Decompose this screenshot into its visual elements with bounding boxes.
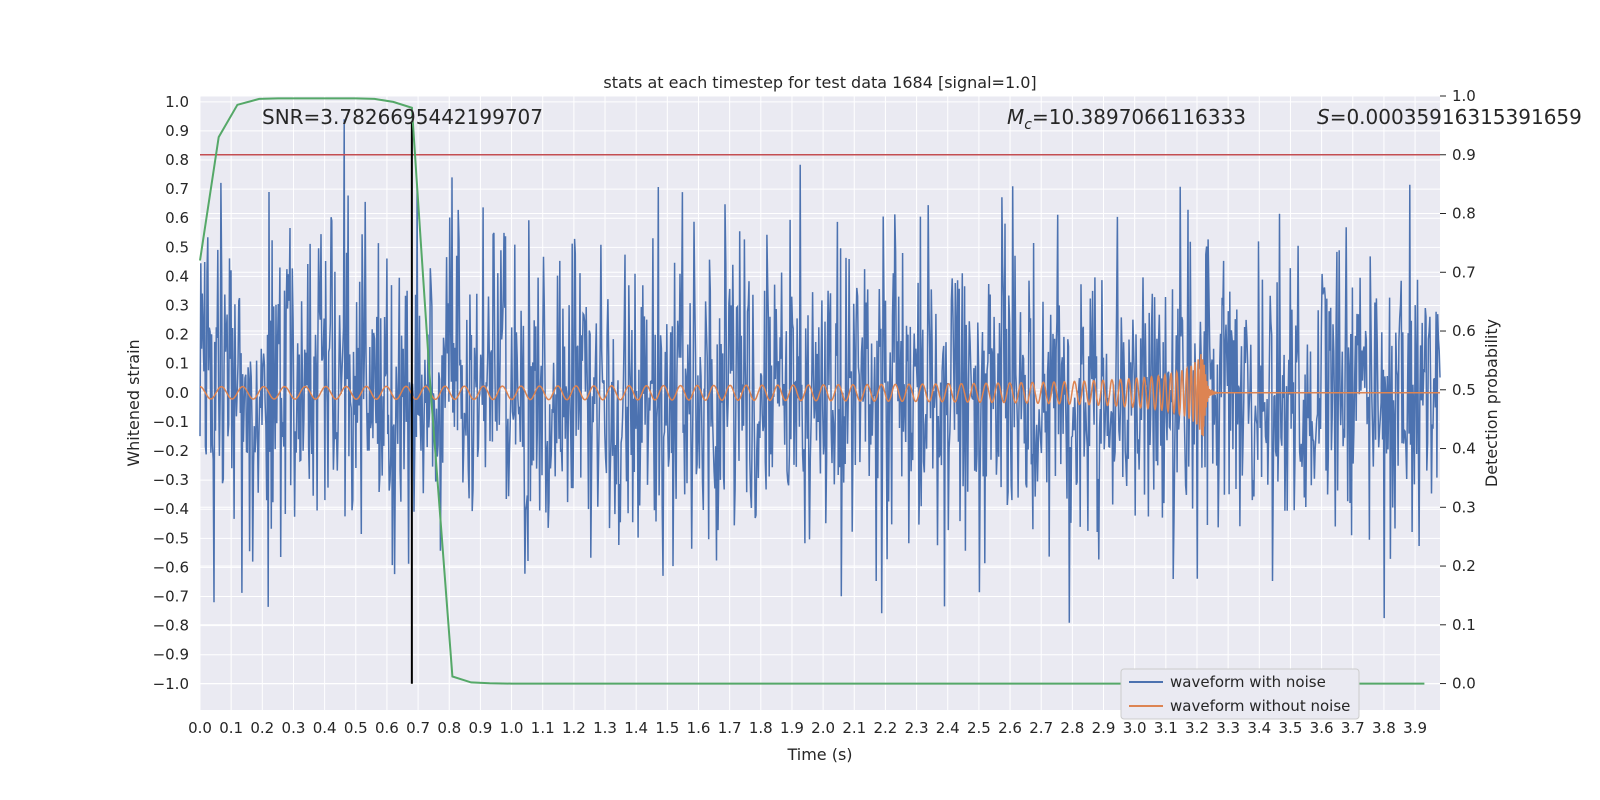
y-tick-label: 0.3 <box>165 297 189 315</box>
x-tick-label: 2.1 <box>842 719 866 737</box>
x-tick-label: 3.5 <box>1279 719 1303 737</box>
x-tick-label: 0.0 <box>188 719 212 737</box>
series-waveform-without-noise <box>200 354 1440 437</box>
legend-label-clean: waveform without noise <box>1170 697 1350 715</box>
chirp-mass-annotation: Mc=10.3897066116333 <box>1007 105 1246 133</box>
y-tick-label: 0.5 <box>165 238 189 256</box>
y2-tick-label: 0.5 <box>1452 381 1476 399</box>
x-tick-label: 2.5 <box>967 719 991 737</box>
y-tick-label: −0.8 <box>153 617 189 635</box>
chirp-mass-subscript: c <box>1024 117 1032 133</box>
x-tick-label: 2.8 <box>1060 719 1084 737</box>
x-tick-label: 3.1 <box>1154 719 1178 737</box>
x-tick-label: 3.3 <box>1216 719 1240 737</box>
x-tick-label: 1.4 <box>624 719 648 737</box>
x-tick-label: 0.4 <box>313 719 337 737</box>
y-tick-label: −0.6 <box>153 558 189 576</box>
s-value: =0.00035916315391659 <box>1330 105 1582 129</box>
y-tick-label: 0.8 <box>165 151 189 169</box>
y2-tick-label: 0.7 <box>1452 263 1476 281</box>
x-tick-label: 1.3 <box>593 719 617 737</box>
data-layer <box>199 97 1441 685</box>
x-tick-label: 0.7 <box>406 719 430 737</box>
x-tick-label: 1.5 <box>655 719 679 737</box>
y-tick-label: −0.7 <box>153 588 189 606</box>
x-tick-label: 2.6 <box>998 719 1022 737</box>
y-axis-label: Whitened strain <box>124 339 143 466</box>
x-tick-label: 3.8 <box>1372 719 1396 737</box>
x-tick-label: 2.3 <box>905 719 929 737</box>
y2-tick-label: 0.8 <box>1452 205 1476 223</box>
x-tick-label: 2.9 <box>1092 719 1116 737</box>
y2-tick-label: 1.0 <box>1452 87 1476 105</box>
series-waveform-with-noise <box>199 119 1441 623</box>
y-tick-label: 0.1 <box>165 355 189 373</box>
legend-frame <box>1120 668 1360 720</box>
x-tick-label: 0.6 <box>375 719 399 737</box>
y-tick-label: 0.7 <box>165 180 189 198</box>
x-tick-label: 1.2 <box>562 719 586 737</box>
y-tick-label: −0.2 <box>153 442 189 460</box>
y-tick-label: 0.2 <box>165 326 189 344</box>
x-tick-label: 1.1 <box>531 719 555 737</box>
chirp-mass-value: =10.3897066116333 <box>1032 105 1246 129</box>
x-tick-label: 3.4 <box>1247 719 1271 737</box>
x-tick-label: 3.0 <box>1123 719 1147 737</box>
x-tick-label: 0.8 <box>437 719 461 737</box>
y-tick-label: −1.0 <box>153 675 189 693</box>
x-tick-label: 0.2 <box>250 719 274 737</box>
y2-tick-label: 0.6 <box>1452 322 1476 340</box>
x-tick-label: 3.6 <box>1310 719 1334 737</box>
y-tick-label: 0.0 <box>165 384 189 402</box>
y2-tick-label: 0.2 <box>1452 557 1476 575</box>
y2-tick-label: 0.1 <box>1452 616 1476 634</box>
y-tick-label: −0.1 <box>153 413 189 431</box>
y-tick-label: 0.6 <box>165 209 189 227</box>
legend: waveform with noise waveform without noi… <box>1120 668 1360 720</box>
x-tick-label: 0.1 <box>219 719 243 737</box>
x-tick-label: 0.9 <box>468 719 492 737</box>
x-tick-label: 3.9 <box>1403 719 1427 737</box>
x-tick-label: 0.5 <box>344 719 368 737</box>
y-tick-label: −0.9 <box>153 646 189 664</box>
y-tick-label: 0.9 <box>165 122 189 140</box>
x-tick-label: 3.2 <box>1185 719 1209 737</box>
x-tick-label: 2.4 <box>936 719 960 737</box>
x-tick-label: 2.7 <box>1029 719 1053 737</box>
snr-annotation: SNR=3.7826695442199707 <box>262 105 543 129</box>
y-tick-label: 1.0 <box>165 93 189 111</box>
x-tick-label: 1.7 <box>718 719 742 737</box>
y2-axis-label: Detection probability <box>1482 319 1501 487</box>
y-tick-label: 0.4 <box>165 267 189 285</box>
chirp-mass-symbol: M <box>1007 105 1024 129</box>
series-detection-probability <box>199 97 1425 685</box>
x-tick-label: 3.7 <box>1341 719 1365 737</box>
s-symbol: S <box>1317 105 1330 129</box>
y2-tick-label: 0.0 <box>1452 675 1476 693</box>
x-tick-label: 2.0 <box>811 719 835 737</box>
x-tick-label: 1.9 <box>780 719 804 737</box>
y-tick-label: −0.3 <box>153 471 189 489</box>
y-tick-label: −0.4 <box>153 500 189 518</box>
y2-tick-label: 0.9 <box>1452 146 1476 164</box>
x-tick-label: 0.3 <box>282 719 306 737</box>
y-tick-label: −0.5 <box>153 529 189 547</box>
legend-label-noise: waveform with noise <box>1170 673 1326 691</box>
x-tick-label: 2.2 <box>873 719 897 737</box>
x-tick-label: 1.6 <box>687 719 711 737</box>
s-annotation: S=0.00035916315391659 <box>1317 105 1582 129</box>
tick-layer: 0.0 0.1 0.2 0.3 0.4 0.5 0.6 0.7 0.8 0.9 1.0 1.1 1.2 1… <box>153 87 1476 737</box>
x-axis-label: Time (s) <box>786 745 852 764</box>
x-tick-label: 1.0 <box>500 719 524 737</box>
y2-tick-label: 0.3 <box>1452 498 1476 516</box>
x-tick-label: 1.8 <box>749 719 773 737</box>
y2-tick-label: 0.4 <box>1452 440 1476 458</box>
chart-title: stats at each timestep for test data 168… <box>603 73 1036 92</box>
